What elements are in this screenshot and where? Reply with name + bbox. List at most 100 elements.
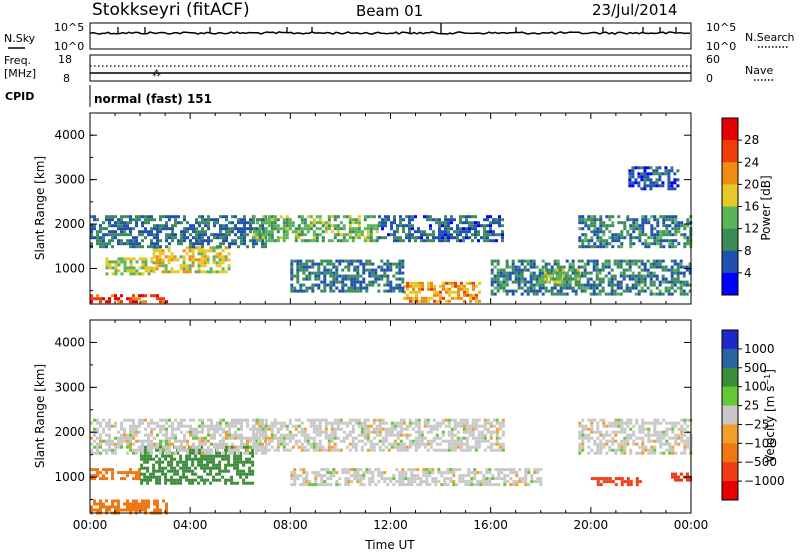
data-cell xyxy=(219,242,222,246)
data-cell xyxy=(398,289,402,293)
data-cell xyxy=(368,262,372,266)
data-cell xyxy=(607,265,611,269)
data-cell xyxy=(203,249,207,253)
data-cell xyxy=(680,451,684,455)
data-cell xyxy=(96,297,99,301)
data-cell xyxy=(676,262,680,266)
data-cell xyxy=(276,239,280,243)
data-cell xyxy=(290,289,294,293)
data-cell xyxy=(182,255,186,259)
data-cell xyxy=(413,477,417,481)
data-cell xyxy=(431,477,435,481)
data-cell xyxy=(631,262,635,266)
data-cell xyxy=(628,277,632,281)
data-cell xyxy=(270,227,274,231)
data-cell xyxy=(105,272,109,276)
data-cell xyxy=(153,445,156,449)
data-cell xyxy=(535,265,539,269)
data-cell xyxy=(527,483,531,487)
data-cell xyxy=(632,218,636,222)
data-cell xyxy=(180,242,183,246)
data-cell xyxy=(449,477,453,481)
data-cell xyxy=(493,265,497,269)
data-cell xyxy=(224,466,228,470)
data-cell xyxy=(359,286,363,290)
data-cell xyxy=(144,433,147,437)
data-cell xyxy=(156,233,159,237)
data-cell xyxy=(255,433,258,437)
data-cell xyxy=(429,442,433,446)
data-cell xyxy=(656,436,660,440)
data-cell xyxy=(623,439,627,443)
data-cell xyxy=(132,427,135,431)
data-cell xyxy=(311,271,315,275)
data-cell xyxy=(279,436,283,440)
data-cell xyxy=(444,233,447,237)
data-cell xyxy=(408,239,411,243)
data-cell xyxy=(141,221,144,225)
data-cell xyxy=(191,261,195,265)
data-cell xyxy=(144,418,147,422)
data-cell xyxy=(129,272,133,276)
data-cell xyxy=(126,471,129,475)
y-tick-label: 2000 xyxy=(54,217,85,231)
data-cell xyxy=(596,445,600,449)
data-cell xyxy=(408,230,411,234)
data-cell xyxy=(433,293,436,297)
data-cell xyxy=(428,468,432,472)
data-cell xyxy=(267,427,271,431)
data-cell xyxy=(459,230,462,234)
data-cell xyxy=(144,499,147,503)
data-cell xyxy=(553,292,557,296)
data-cell xyxy=(629,448,633,452)
data-cell xyxy=(213,236,216,240)
data-cell xyxy=(505,289,509,293)
data-cell xyxy=(584,427,588,431)
data-cell xyxy=(438,230,441,234)
data-cell xyxy=(204,239,207,243)
data-cell xyxy=(605,227,609,231)
data-cell xyxy=(108,436,111,440)
y-tick-label: 4000 xyxy=(54,128,85,142)
data-cell xyxy=(665,233,669,237)
data-cell xyxy=(490,277,494,281)
data-cell xyxy=(171,451,174,455)
data-cell xyxy=(632,430,636,434)
data-cell xyxy=(335,274,339,278)
data-cell xyxy=(147,451,150,455)
data-cell xyxy=(258,430,262,434)
data-cell xyxy=(450,418,454,422)
data-cell xyxy=(371,283,375,287)
data-cell xyxy=(650,451,654,455)
data-cell xyxy=(153,421,156,425)
data-cell xyxy=(147,218,150,222)
data-cell xyxy=(472,293,475,297)
data-cell xyxy=(252,445,255,449)
data-cell xyxy=(485,477,489,481)
data-cell xyxy=(671,239,675,243)
data-cell xyxy=(147,230,150,234)
data-cell xyxy=(186,424,189,428)
data-cell xyxy=(324,424,328,428)
data-cell xyxy=(469,299,472,303)
data-cell xyxy=(324,230,328,234)
data-cell xyxy=(650,421,654,425)
data-cell xyxy=(482,483,486,487)
data-cell xyxy=(371,477,375,481)
data-cell xyxy=(105,508,108,512)
data-cell xyxy=(228,233,231,237)
data-cell xyxy=(368,274,372,278)
data-cell xyxy=(189,233,192,237)
data-cell xyxy=(141,439,144,443)
data-cell xyxy=(222,439,225,443)
data-cell xyxy=(233,451,237,455)
data-cell xyxy=(303,224,307,228)
data-cell xyxy=(155,478,159,482)
data-cell xyxy=(93,445,96,449)
data-cell xyxy=(224,457,228,461)
data-cell xyxy=(123,477,126,481)
data-cell xyxy=(138,230,141,234)
data-cell xyxy=(420,233,423,237)
data-cell xyxy=(354,227,358,231)
data-cell xyxy=(632,230,636,234)
